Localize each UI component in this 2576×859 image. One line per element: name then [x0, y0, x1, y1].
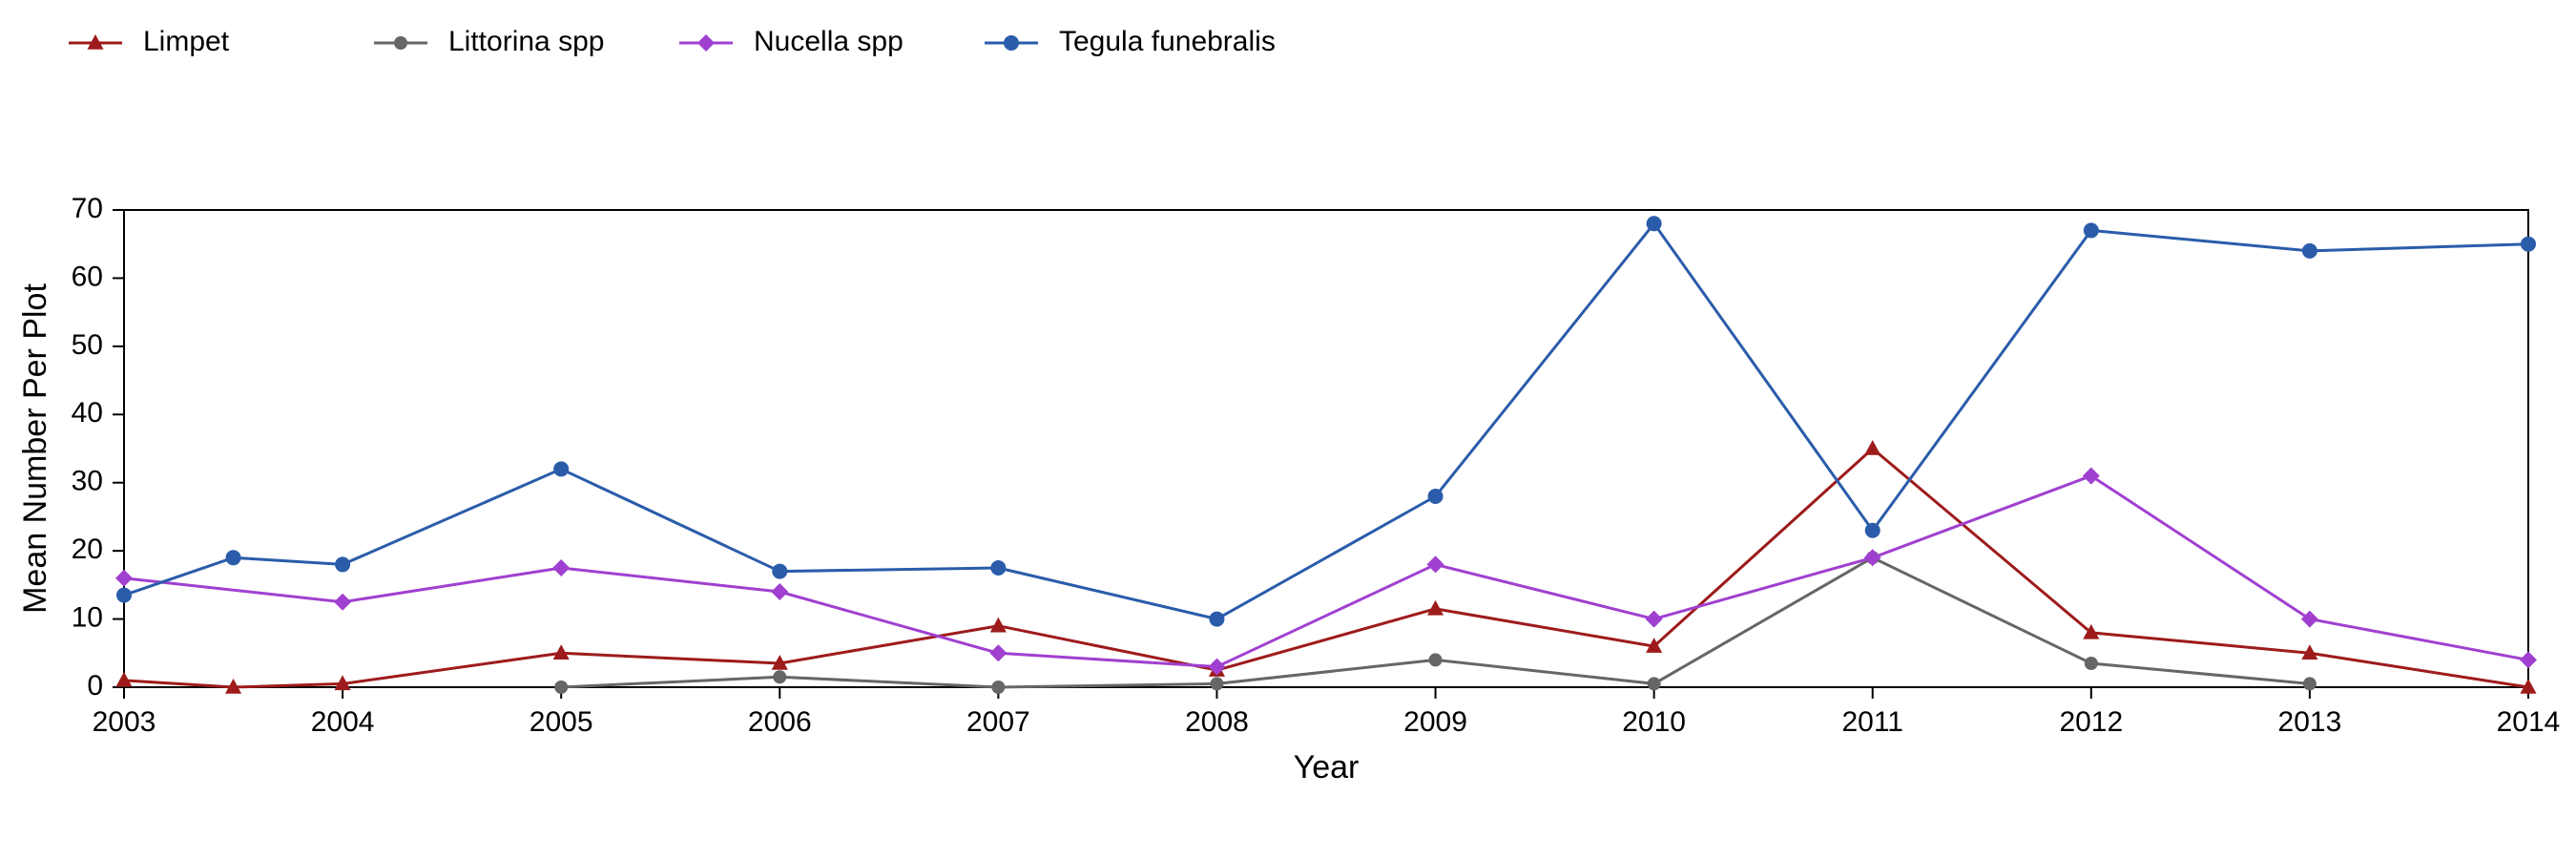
x-tick-label: 2010: [1622, 706, 1686, 738]
x-tick-label: 2014: [2497, 706, 2561, 738]
legend-label: Tegula funebralis: [1059, 26, 1276, 57]
diamond-marker: [771, 583, 788, 600]
diamond-marker: [334, 594, 351, 611]
circle-marker: [772, 564, 787, 579]
x-tick-label: 2011: [1841, 706, 1903, 738]
x-tick-label: 2008: [1185, 706, 1249, 738]
diamond-marker: [552, 559, 570, 576]
series-line: [124, 449, 2528, 687]
y-tick-label: 30: [72, 466, 103, 497]
series-nucella-spp: [115, 468, 2537, 676]
x-tick-label: 2013: [2278, 706, 2342, 738]
circle-marker: [226, 550, 241, 565]
circle-marker: [1648, 677, 1661, 690]
chart-container: 2003200420052006200720082009201020112012…: [0, 0, 2576, 859]
circle-marker: [1428, 489, 1444, 504]
x-tick-label: 2004: [311, 706, 375, 738]
x-axis-title: Year: [1294, 749, 1360, 786]
series-tegula-funebralis: [116, 216, 2536, 626]
y-tick-label: 50: [72, 329, 103, 361]
x-tick-label: 2005: [530, 706, 593, 738]
circle-marker: [553, 461, 569, 476]
series-limpet: [115, 440, 2536, 694]
x-tick-label: 2006: [748, 706, 812, 738]
circle-marker: [991, 681, 1005, 694]
diamond-marker: [697, 34, 715, 52]
legend-item-tegula-funebralis: Tegula funebralis: [985, 26, 1276, 57]
diamond-marker: [2083, 468, 2100, 485]
circle-marker: [2084, 222, 2099, 238]
circle-marker: [394, 36, 407, 50]
y-tick-label: 70: [72, 193, 103, 224]
series-line: [561, 557, 2310, 687]
legend-label: Littorina spp: [448, 26, 604, 57]
line-chart: 2003200420052006200720082009201020112012…: [0, 0, 2576, 859]
circle-marker: [1865, 523, 1880, 538]
circle-marker: [2303, 677, 2316, 690]
diamond-marker: [2520, 651, 2537, 668]
y-tick-label: 40: [72, 397, 103, 429]
circle-marker: [2085, 657, 2098, 670]
triangle-marker: [990, 618, 1007, 633]
y-axis-title: Mean Number Per Plot: [17, 283, 53, 614]
x-tick-label: 2009: [1403, 706, 1467, 738]
diamond-marker: [989, 644, 1007, 661]
circle-marker: [116, 588, 132, 603]
y-tick-label: 10: [72, 601, 103, 633]
circle-marker: [2521, 237, 2536, 252]
circle-marker: [2302, 243, 2317, 259]
series-line: [124, 223, 2528, 618]
x-tick-label: 2003: [93, 706, 156, 738]
legend-item-nucella-spp: Nucella spp: [679, 26, 904, 57]
diamond-marker: [1864, 549, 1881, 566]
diamond-marker: [2301, 611, 2318, 628]
circle-marker: [1647, 216, 1662, 231]
circle-marker: [1004, 35, 1019, 51]
y-tick-label: 0: [87, 670, 103, 702]
diamond-marker: [1427, 555, 1444, 573]
x-tick-label: 2012: [2059, 706, 2123, 738]
x-tick-label: 2007: [966, 706, 1030, 738]
triangle-marker: [1427, 600, 1444, 616]
circle-marker: [1429, 653, 1443, 666]
circle-marker: [1209, 612, 1224, 627]
circle-marker: [990, 560, 1006, 576]
circle-marker: [554, 681, 568, 694]
legend-item-limpet: Limpet: [69, 26, 230, 57]
legend-label: Nucella spp: [754, 26, 904, 57]
y-tick-label: 20: [72, 534, 103, 565]
legend-item-littorina-spp: Littorina spp: [374, 26, 604, 57]
circle-marker: [773, 670, 786, 683]
diamond-marker: [1646, 611, 1663, 628]
triangle-marker: [1864, 440, 1880, 455]
legend-label: Limpet: [143, 26, 230, 57]
diamond-marker: [115, 570, 133, 587]
y-tick-label: 60: [72, 261, 103, 292]
circle-marker: [1210, 677, 1223, 690]
circle-marker: [335, 556, 350, 572]
